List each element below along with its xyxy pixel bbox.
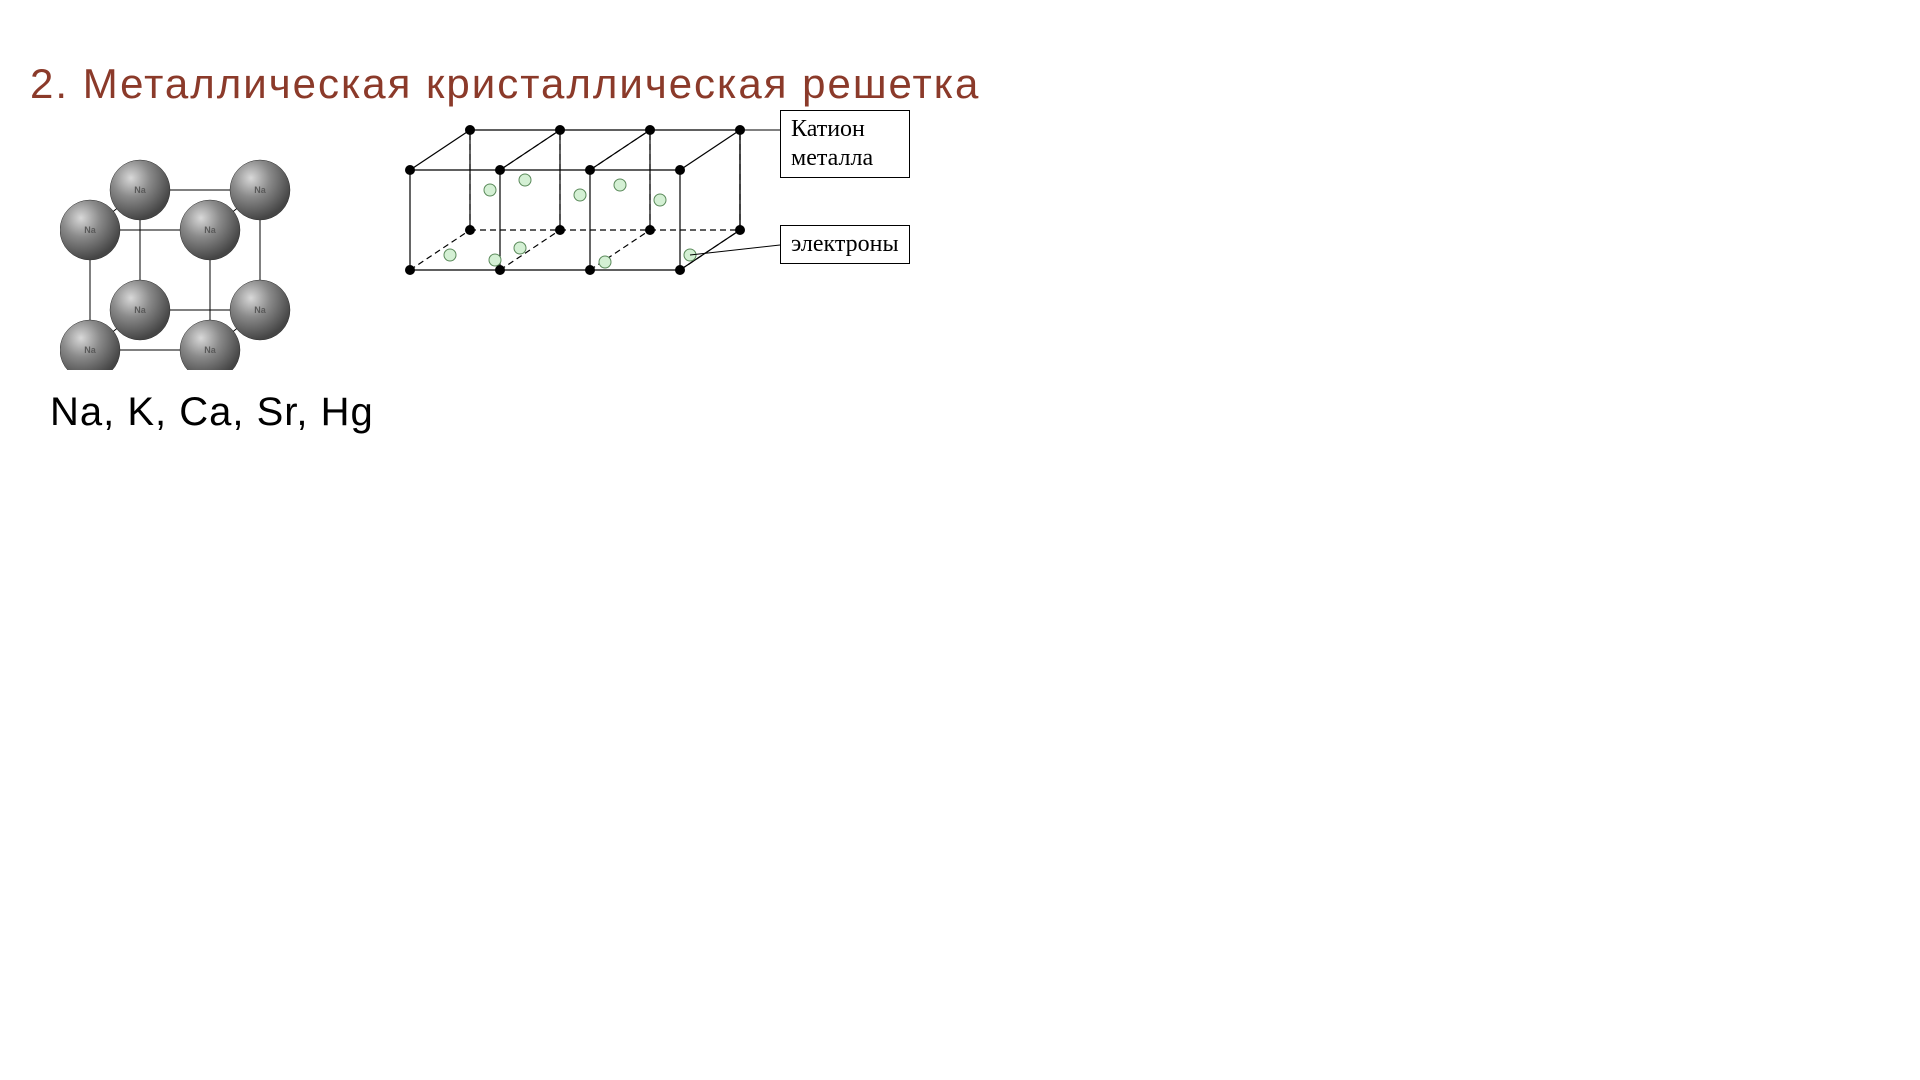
cation-label-box: Катион металла [780, 110, 910, 178]
section-title: 2. Металлическая кристаллическая решетка [30, 60, 980, 108]
examples-text: Na, K, Ca, Sr, Hg [50, 390, 374, 434]
svg-text:Na: Na [254, 305, 266, 315]
svg-text:Na: Na [134, 305, 146, 315]
sodium-cube-diagram: Na Na Na Na Na Na Na Na [60, 110, 350, 375]
electron-label-box: электроны [780, 225, 910, 264]
svg-text:Na: Na [84, 345, 96, 355]
cube-spheres: Na Na Na Na Na Na Na Na [60, 160, 290, 370]
cation-label-text: Катион металла [791, 116, 873, 171]
sodium-cube-svg: Na Na Na Na Na Na Na Na [60, 110, 350, 370]
title-text: 2. Металлическая кристаллическая решетка [30, 60, 980, 107]
leader-lines [690, 130, 780, 255]
electron-group [444, 174, 696, 268]
svg-text:Na: Na [254, 185, 266, 195]
metal-lattice-diagram: Катион металла электроны [390, 110, 930, 385]
svg-text:Na: Na [84, 225, 96, 235]
svg-text:Na: Na [204, 345, 216, 355]
example-elements: Na, K, Ca, Sr, Hg [50, 390, 374, 435]
svg-text:Na: Na [134, 185, 146, 195]
svg-text:Na: Na [204, 225, 216, 235]
electron-label-text: электроны [791, 231, 899, 257]
